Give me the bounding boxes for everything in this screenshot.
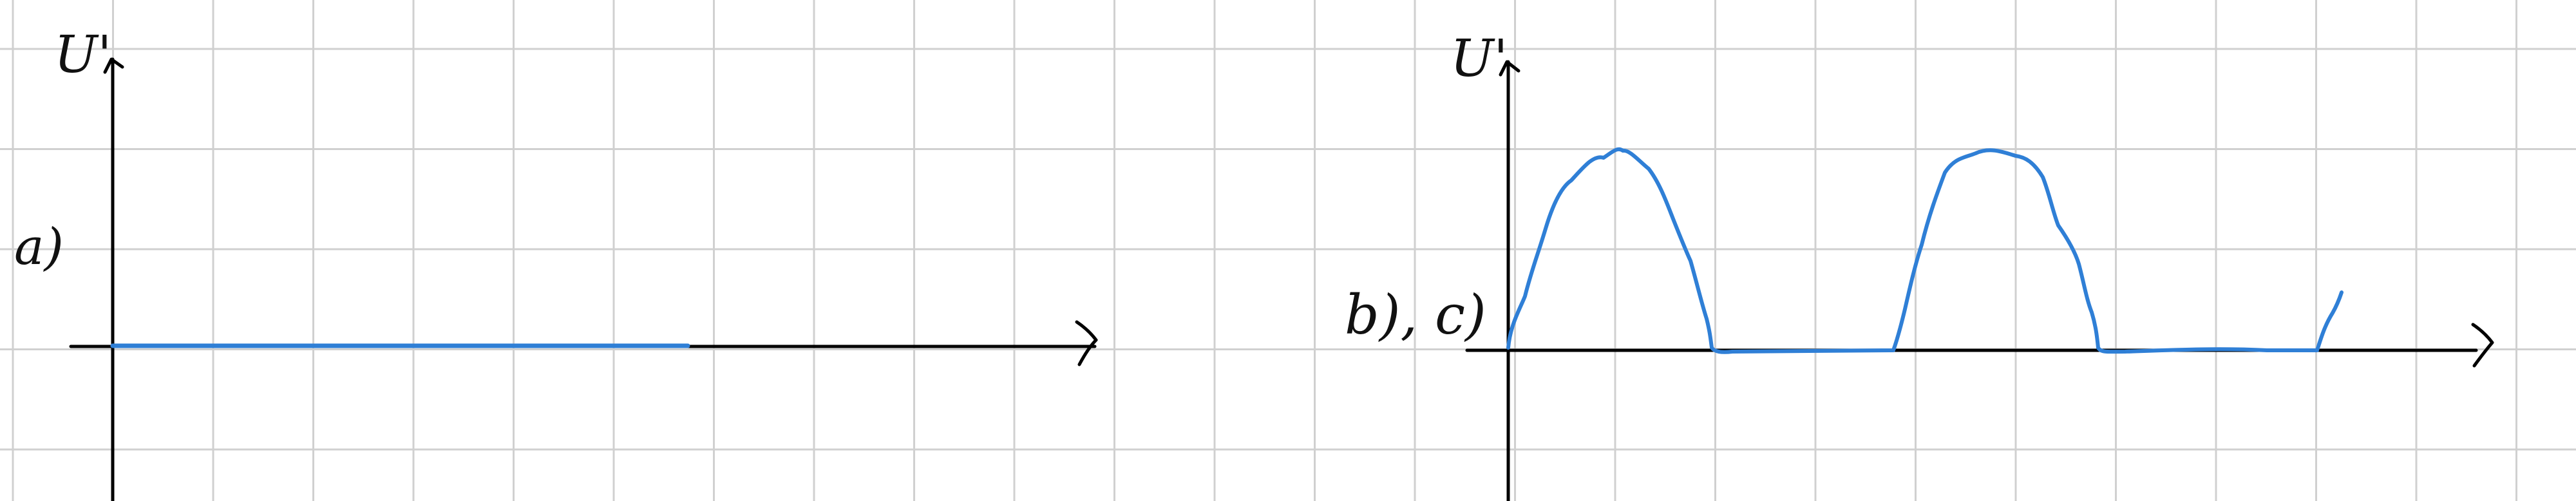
panel-b-part-label: b), c)	[1345, 283, 1486, 346]
panel-b: U' b), c)	[1345, 28, 2494, 501]
panel-b-x-arrowhead	[2471, 323, 2494, 368]
panel-b-y-arrowhead	[1499, 60, 1520, 77]
panel-a-y-arrowhead	[103, 57, 124, 74]
panel-b-y-axis-label: U'	[1450, 28, 1508, 88]
panel-a-y-axis-label: U'	[54, 24, 111, 84]
panel-a-x-arrowhead	[1075, 320, 1098, 366]
panel-a-part-label: a)	[14, 218, 64, 276]
panel-b-curve	[1506, 147, 2344, 354]
panel-a: U' a)	[14, 24, 1098, 501]
